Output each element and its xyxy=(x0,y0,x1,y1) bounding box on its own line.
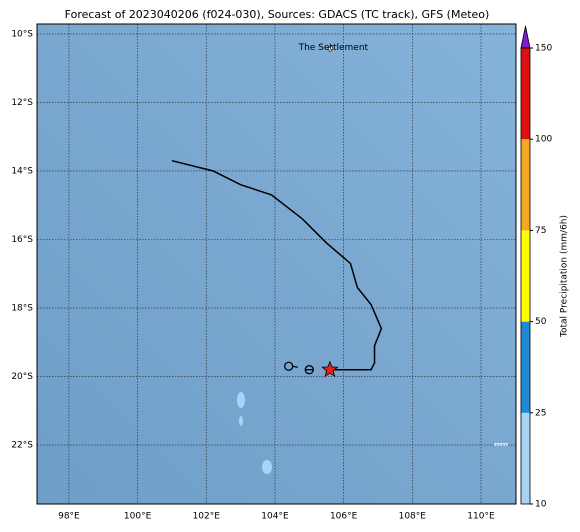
colorbar-segment xyxy=(521,230,530,322)
x-tick-label: 104°E xyxy=(261,512,289,522)
x-tick-label: 106°E xyxy=(330,512,358,522)
colorbar-segment xyxy=(521,48,530,140)
place-label: The Settlement xyxy=(298,43,369,53)
island xyxy=(494,443,508,446)
y-tick-label: 16°S xyxy=(11,235,33,245)
colorbar-segment xyxy=(521,139,530,231)
map-frame xyxy=(36,23,517,505)
chart-title: Forecast of 2023040206 (f024-030), Sourc… xyxy=(65,8,490,21)
colorbar-tick-label: 75 xyxy=(535,226,546,236)
colorbar-tick-label: 25 xyxy=(535,408,546,418)
colorbar-segment xyxy=(521,412,530,504)
y-tick-label: 14°S xyxy=(11,166,33,176)
island xyxy=(239,416,243,426)
y-tick-label: 20°S xyxy=(11,372,33,382)
colorbar-segment xyxy=(521,321,530,413)
colorbar-extension xyxy=(520,25,531,49)
y-tick-label: 12°S xyxy=(11,98,33,108)
colorbar-tick-label: 50 xyxy=(535,317,547,327)
y-tick-label: 18°S xyxy=(11,304,33,314)
x-tick-label: 110°E xyxy=(467,512,495,522)
x-tick-label: 100°E xyxy=(124,512,152,522)
colorbar-label: Total Precipitation (mm/6h) xyxy=(560,215,570,338)
colorbar-tick-label: 100 xyxy=(535,135,552,145)
y-tick-label: 10°S xyxy=(11,29,33,39)
x-tick-label: 102°E xyxy=(193,512,221,522)
island xyxy=(262,460,272,474)
colorbar-frame xyxy=(520,47,531,505)
colorbar-tick-label: 150 xyxy=(535,44,552,54)
colorbar-tick-label: 10 xyxy=(535,500,547,510)
x-tick-label: 108°E xyxy=(399,512,427,522)
map-background xyxy=(37,24,516,504)
x-tick-label: 98°E xyxy=(58,512,80,522)
y-tick-label: 22°S xyxy=(11,441,33,451)
island xyxy=(237,392,245,408)
storm-position xyxy=(321,360,339,378)
island xyxy=(327,45,334,53)
storm-symbol-tail xyxy=(292,365,298,368)
storm-track xyxy=(171,159,383,371)
